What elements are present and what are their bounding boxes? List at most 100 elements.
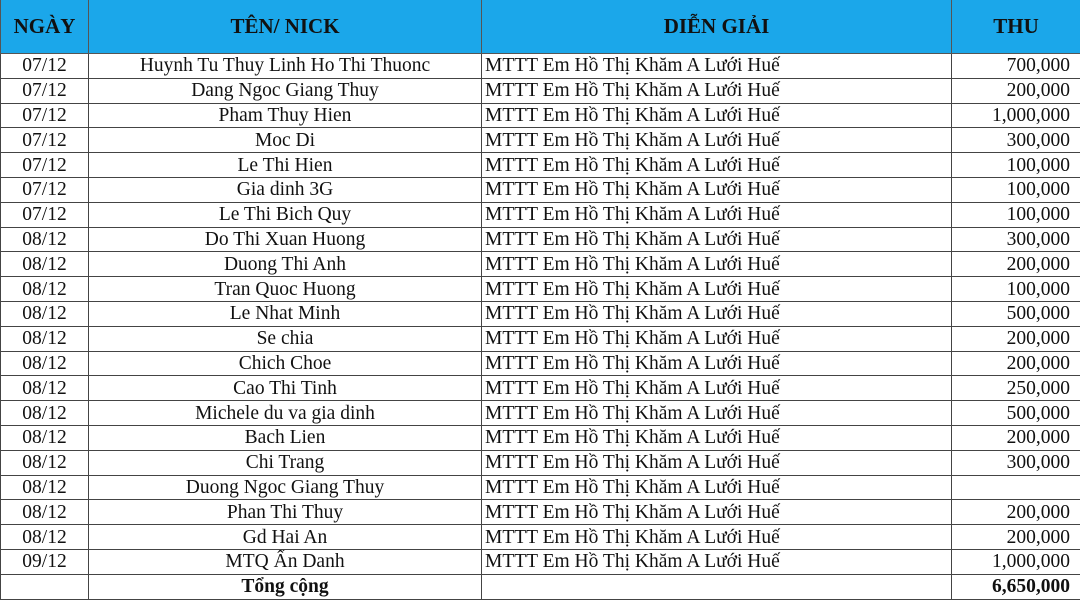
name-cell: Le Thi Hien	[88, 152, 482, 178]
amount-cell: 1,000,000	[951, 102, 1080, 129]
amount-cell: 200,000	[951, 499, 1080, 526]
header-description: DIỄN GIẢI	[481, 0, 952, 54]
date-cell: 07/12	[0, 176, 89, 203]
description-cell: MTTT Em Hồ Thị Khăm A Lưới Huế	[481, 152, 952, 178]
amount-cell	[951, 474, 1080, 501]
date-cell: 07/12	[0, 201, 89, 228]
table-row: 08/12 Cao Thi Tinh MTTT Em Hồ Thị Khăm A L…	[0, 375, 1080, 402]
name-cell: Huynh Tu Thuy Linh Ho Thi Thuonc	[88, 53, 482, 79]
date-cell: 08/12	[0, 350, 89, 377]
name-cell: Chich Choe	[88, 350, 482, 377]
description-cell: MTTT Em Hồ Thị Khăm A Lưới Huế	[481, 499, 952, 526]
date-cell: 08/12	[0, 226, 89, 253]
total-label: Tổng cộng	[88, 573, 482, 600]
total-row: Tổng cộng 6,650,000	[0, 573, 1080, 600]
table-row: 07/12 Pham Thuy Hien MTTT Em Hồ Thị Khăm A…	[0, 102, 1080, 129]
table-row: 08/12 Le Nhat Minh MTTT Em Hồ Thị Khăm A L…	[0, 300, 1080, 327]
amount-cell: 200,000	[951, 524, 1080, 550]
name-cell: Pham Thuy Hien	[88, 102, 482, 129]
date-cell: 08/12	[0, 400, 89, 426]
amount-cell: 200,000	[951, 325, 1080, 352]
description-cell: MTTT Em Hồ Thị Khăm A Lưới Huế	[481, 226, 952, 253]
date-cell: 08/12	[0, 251, 89, 278]
table-row: 07/12 Le Thi Hien MTTT Em Hồ Thị Khăm A Lư…	[0, 152, 1080, 178]
amount-cell: 500,000	[951, 400, 1080, 426]
date-cell: 08/12	[0, 375, 89, 402]
date-cell: 08/12	[0, 474, 89, 501]
table-row: 07/12 Gia dinh 3G MTTT Em Hồ Thị Khăm A Lư…	[0, 176, 1080, 203]
date-cell: 08/12	[0, 449, 89, 476]
name-cell: Le Thi Bich Quy	[88, 201, 482, 228]
description-cell: MTTT Em Hồ Thị Khăm A Lưới Huế	[481, 276, 952, 302]
name-cell: Chi Trang	[88, 449, 482, 476]
name-cell: Michele du va gia dinh	[88, 400, 482, 426]
date-cell: 08/12	[0, 325, 89, 352]
amount-cell: 200,000	[951, 251, 1080, 278]
amount-cell: 500,000	[951, 300, 1080, 327]
table-row: 08/12 Michele du va gia dinh MTTT Em Hồ Th…	[0, 400, 1080, 426]
header-name: TÊN/ NICK	[88, 0, 482, 54]
header-row: NGÀY TÊN/ NICK DIỄN GIẢI THU	[0, 0, 1080, 54]
table-row: 07/12 Huynh Tu Thuy Linh Ho Thi Thuonc MTT…	[0, 53, 1080, 79]
name-cell: Tran Quoc Huong	[88, 276, 482, 302]
amount-cell: 250,000	[951, 375, 1080, 402]
table-row: 08/12 Tran Quoc Huong MTTT Em Hồ Thị Khăm …	[0, 276, 1080, 302]
header-amount: THU	[951, 0, 1080, 54]
date-cell: 07/12	[0, 53, 89, 79]
description-cell: MTTT Em Hồ Thị Khăm A Lưới Huế	[481, 524, 952, 550]
name-cell: Phan Thi Thuy	[88, 499, 482, 526]
description-cell: MTTT Em Hồ Thị Khăm A Lưới Huế	[481, 350, 952, 377]
table-row: 08/12 Do Thi Xuan Huong MTTT Em Hồ Thị Khă…	[0, 226, 1080, 253]
table-row: 08/12 Bach Lien MTTT Em Hồ Thị Khăm A Lưới…	[0, 424, 1080, 451]
table-row: 08/12 Se chia MTTT Em Hồ Thị Khăm A Lưới H…	[0, 325, 1080, 352]
description-cell: MTTT Em Hồ Thị Khăm A Lưới Huế	[481, 176, 952, 203]
date-cell: 09/12	[0, 548, 89, 575]
name-cell: Do Thi Xuan Huong	[88, 226, 482, 253]
amount-cell: 200,000	[951, 350, 1080, 377]
amount-cell: 100,000	[951, 176, 1080, 203]
date-cell: 08/12	[0, 276, 89, 302]
description-cell: MTTT Em Hồ Thị Khăm A Lưới Huế	[481, 375, 952, 402]
table-row: 08/12 Gd Hai An MTTT Em Hồ Thị Khăm A Lưới…	[0, 524, 1080, 550]
total-description-cell	[481, 573, 952, 600]
date-cell: 07/12	[0, 77, 89, 104]
description-cell: MTTT Em Hồ Thị Khăm A Lưới Huế	[481, 251, 952, 278]
total-amount: 6,650,000	[951, 573, 1080, 600]
table-row: 08/12 Duong Ngoc Giang Thuy MTTT Em Hồ Thị…	[0, 474, 1080, 501]
name-cell: Se chia	[88, 325, 482, 352]
table-row: 07/12 Le Thi Bich Quy MTTT Em Hồ Thị Khăm …	[0, 201, 1080, 228]
description-cell: MTTT Em Hồ Thị Khăm A Lưới Huế	[481, 77, 952, 104]
name-cell: Cao Thi Tinh	[88, 375, 482, 402]
table-row: 07/12 Dang Ngoc Giang Thuy MTTT Em Hồ Thị …	[0, 77, 1080, 104]
table-row: 08/12 Phan Thi Thuy MTTT Em Hồ Thị Khăm A …	[0, 499, 1080, 526]
date-cell: 07/12	[0, 152, 89, 178]
table-row: 08/12 Chi Trang MTTT Em Hồ Thị Khăm A Lưới…	[0, 449, 1080, 476]
amount-cell: 1,000,000	[951, 548, 1080, 575]
table-row: 08/12 Chich Choe MTTT Em Hồ Thị Khăm A Lướ…	[0, 350, 1080, 377]
description-cell: MTTT Em Hồ Thị Khăm A Lưới Huế	[481, 474, 952, 501]
amount-cell: 200,000	[951, 77, 1080, 104]
date-cell: 08/12	[0, 524, 89, 550]
name-cell: Moc Di	[88, 127, 482, 154]
table-row: 07/12 Moc Di MTTT Em Hồ Thị Khăm A Lưới Hu…	[0, 127, 1080, 154]
description-cell: MTTT Em Hồ Thị Khăm A Lưới Huế	[481, 400, 952, 426]
description-cell: MTTT Em Hồ Thị Khăm A Lưới Huế	[481, 325, 952, 352]
table-row: 08/12 Duong Thi Anh MTTT Em Hồ Thị Khăm A …	[0, 251, 1080, 278]
description-cell: MTTT Em Hồ Thị Khăm A Lưới Huế	[481, 548, 952, 575]
amount-cell: 300,000	[951, 449, 1080, 476]
date-cell: 08/12	[0, 424, 89, 451]
amount-cell: 100,000	[951, 152, 1080, 178]
description-cell: MTTT Em Hồ Thị Khăm A Lưới Huế	[481, 449, 952, 476]
description-cell: MTTT Em Hồ Thị Khăm A Lưới Huế	[481, 424, 952, 451]
name-cell: Bach Lien	[88, 424, 482, 451]
amount-cell: 100,000	[951, 201, 1080, 228]
amount-cell: 100,000	[951, 276, 1080, 302]
name-cell: MTQ Ẩn Danh	[88, 548, 482, 575]
description-cell: MTTT Em Hồ Thị Khăm A Lưới Huế	[481, 300, 952, 327]
name-cell: Duong Thi Anh	[88, 251, 482, 278]
amount-cell: 300,000	[951, 226, 1080, 253]
date-cell: 07/12	[0, 102, 89, 129]
date-cell: 08/12	[0, 499, 89, 526]
description-cell: MTTT Em Hồ Thị Khăm A Lưới Huế	[481, 102, 952, 129]
